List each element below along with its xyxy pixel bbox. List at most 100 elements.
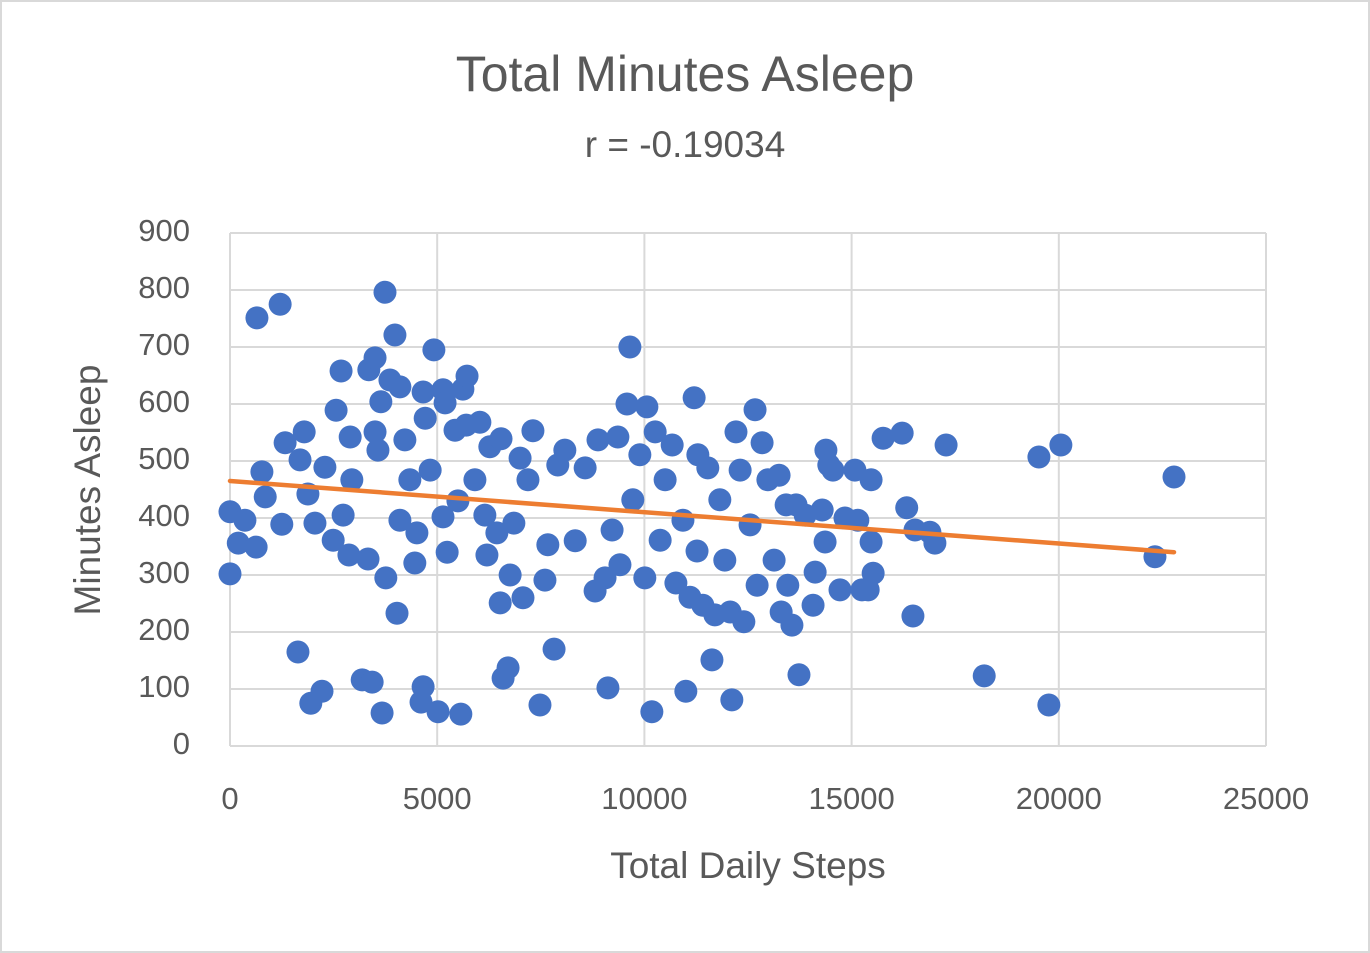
scatter-point bbox=[292, 420, 316, 444]
scatter-point bbox=[640, 700, 664, 724]
scatter-point bbox=[369, 390, 393, 414]
scatter-point bbox=[388, 508, 412, 532]
scatter-point bbox=[405, 521, 429, 545]
x-tick-label: 25000 bbox=[1223, 781, 1309, 816]
scatter-point bbox=[828, 578, 852, 602]
scatter-point bbox=[708, 488, 732, 512]
y-tick-label: 500 bbox=[138, 441, 190, 476]
y-axis-title: Minutes Asleep bbox=[67, 365, 108, 616]
scatter-point bbox=[496, 656, 520, 680]
scatter-point bbox=[615, 392, 639, 416]
scatter-point bbox=[473, 503, 497, 527]
scatter-point bbox=[743, 398, 767, 422]
scatter-point bbox=[776, 573, 800, 597]
x-axis-title: Total Daily Steps bbox=[610, 845, 886, 886]
y-tick-label: 600 bbox=[138, 384, 190, 419]
scatter-point bbox=[542, 637, 566, 661]
scatter-point bbox=[608, 553, 632, 577]
scatter-point bbox=[489, 427, 513, 451]
x-tick-label: 20000 bbox=[1016, 781, 1102, 816]
scatter-point bbox=[475, 543, 499, 567]
y-tick-label: 300 bbox=[138, 555, 190, 590]
scatter-point bbox=[286, 640, 310, 664]
y-tick-label: 800 bbox=[138, 270, 190, 305]
scatter-point bbox=[750, 431, 774, 455]
scatter-point bbox=[745, 573, 769, 597]
scatter-point bbox=[1027, 445, 1051, 469]
scatter-point bbox=[363, 420, 387, 444]
trendline bbox=[227, 478, 1177, 555]
chart-subtitle: r = -0.19034 bbox=[585, 124, 786, 165]
scatter-point bbox=[606, 425, 630, 449]
scatter-point bbox=[446, 489, 470, 513]
scatter-point bbox=[674, 679, 698, 703]
scatter-point bbox=[329, 359, 353, 383]
scatter-point bbox=[738, 513, 762, 537]
scatter-point bbox=[972, 664, 996, 688]
scatter-point bbox=[1049, 433, 1073, 457]
scatter-point bbox=[533, 568, 557, 592]
scatter-point bbox=[682, 386, 706, 410]
scatter-point bbox=[1162, 465, 1186, 489]
scatter-point bbox=[360, 670, 384, 694]
chart-title: Total Minutes Asleep bbox=[456, 46, 915, 102]
scatter-point bbox=[821, 458, 845, 482]
scatter-point bbox=[628, 443, 652, 467]
scatter-point bbox=[502, 511, 526, 535]
scatter-point bbox=[923, 531, 947, 555]
scatter-point bbox=[813, 530, 837, 554]
scatter-point bbox=[767, 463, 791, 487]
scatter-point bbox=[373, 280, 397, 304]
scatter-point bbox=[338, 425, 362, 449]
scatter-point bbox=[536, 533, 560, 557]
scatter-point bbox=[324, 398, 348, 422]
scatter-point bbox=[720, 688, 744, 712]
y-tick-label: 200 bbox=[138, 612, 190, 647]
scatter-point bbox=[385, 601, 409, 625]
scatter-point bbox=[422, 338, 446, 362]
scatter-point bbox=[270, 512, 294, 536]
scatter-point bbox=[660, 433, 684, 457]
scatter-point bbox=[700, 648, 724, 672]
scatter-point bbox=[393, 428, 417, 452]
scatter-point bbox=[374, 566, 398, 590]
scatter-point bbox=[411, 380, 435, 404]
scatter-point bbox=[635, 395, 659, 419]
scatter-point bbox=[528, 693, 552, 717]
scatter-point bbox=[643, 420, 667, 444]
scatter-point bbox=[403, 551, 427, 575]
scatter-point bbox=[671, 508, 695, 532]
x-tick-label: 5000 bbox=[403, 781, 472, 816]
scatter-point bbox=[516, 468, 540, 492]
y-tick-label: 400 bbox=[138, 498, 190, 533]
scatter-point bbox=[859, 468, 883, 492]
scatter-point bbox=[685, 539, 709, 563]
scatter-point bbox=[313, 455, 337, 479]
scatter-point bbox=[370, 701, 394, 725]
scatter-point bbox=[664, 571, 688, 595]
scatter-point bbox=[498, 563, 522, 587]
x-tick-label: 10000 bbox=[601, 781, 687, 816]
scatter-point bbox=[366, 438, 390, 462]
scatter-point bbox=[596, 676, 620, 700]
scatter-point bbox=[218, 562, 242, 586]
scatter-point bbox=[859, 530, 883, 554]
scatter-point bbox=[895, 496, 919, 520]
scatter-point bbox=[810, 498, 834, 522]
x-tick-label: 15000 bbox=[808, 781, 894, 816]
scatter-point bbox=[418, 458, 442, 482]
scatter-point bbox=[724, 420, 748, 444]
scatter-point bbox=[934, 433, 958, 457]
scatter-point bbox=[468, 410, 492, 434]
scatter-point bbox=[463, 468, 487, 492]
scatter-point bbox=[449, 702, 473, 726]
scatter-point bbox=[653, 468, 677, 492]
scatter-point bbox=[521, 419, 545, 443]
scatter-point bbox=[713, 548, 737, 572]
scatter-point bbox=[728, 458, 752, 482]
scatter-point bbox=[803, 560, 827, 584]
scatter-point bbox=[411, 675, 435, 699]
scatter-point bbox=[485, 521, 509, 545]
